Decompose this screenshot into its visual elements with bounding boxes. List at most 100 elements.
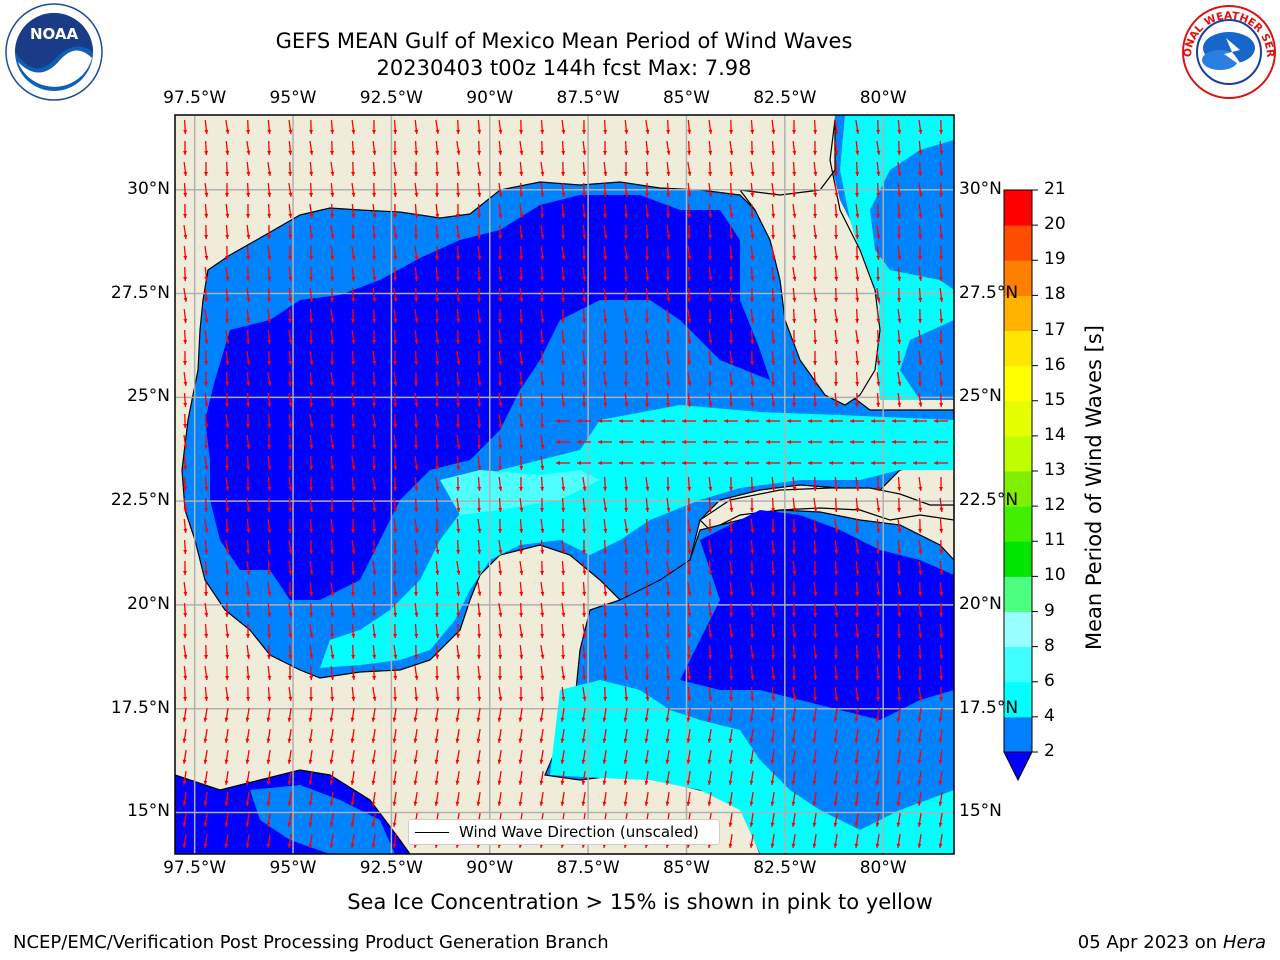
wave-direction-arrow xyxy=(666,287,671,303)
wave-direction-arrow xyxy=(267,329,272,345)
wave-direction-arrow xyxy=(938,770,943,786)
wave-direction-arrow xyxy=(182,728,187,744)
colorbar-tick-label: 15 xyxy=(1044,389,1066,410)
wave-direction-arrow xyxy=(561,203,566,219)
wave-direction-arrow xyxy=(225,203,230,219)
wave-direction-arrow xyxy=(624,140,629,156)
wave-direction-arrow xyxy=(287,728,292,744)
wave-direction-arrow xyxy=(477,224,482,240)
wave-direction-arrow xyxy=(435,581,440,597)
wave-direction-arrow xyxy=(728,791,733,807)
wave-direction-arrow xyxy=(917,728,922,744)
wave-direction-arrow xyxy=(603,224,608,240)
wave-direction-arrow xyxy=(813,644,818,660)
wave-direction-arrow xyxy=(183,539,188,555)
wave-direction-arrow xyxy=(498,308,503,324)
wave-direction-arrow xyxy=(267,350,272,366)
wave-direction-arrow xyxy=(246,182,251,198)
wave-direction-arrow xyxy=(288,476,293,492)
wave-direction-arrow xyxy=(645,245,650,261)
wave-direction-arrow xyxy=(350,728,355,744)
wave-direction-arrow xyxy=(330,560,335,576)
wave-direction-arrow xyxy=(666,119,671,135)
wave-direction-arrow xyxy=(640,419,654,423)
wave-direction-arrow xyxy=(246,539,251,555)
wave-direction-arrow xyxy=(309,602,314,618)
wave-direction-arrow xyxy=(687,623,692,639)
wave-direction-arrow xyxy=(686,749,691,765)
wave-direction-arrow xyxy=(686,791,691,807)
lon-label-bottom: 82.5°W xyxy=(753,858,817,878)
wave-direction-arrow xyxy=(224,791,229,807)
wave-direction-arrow xyxy=(834,224,839,240)
wave-direction-arrow xyxy=(287,791,292,807)
wave-direction-arrow xyxy=(560,770,565,786)
wave-direction-arrow xyxy=(183,434,188,450)
wave-direction-arrow xyxy=(288,329,293,345)
wave-direction-arrow xyxy=(183,161,188,177)
wave-direction-arrow xyxy=(897,266,902,282)
wave-direction-arrow xyxy=(414,203,419,219)
wave-direction-arrow xyxy=(834,161,839,177)
wave-direction-arrow xyxy=(371,833,376,849)
wave-direction-arrow xyxy=(875,791,880,807)
wave-direction-arrow xyxy=(603,119,608,135)
wave-direction-arrow xyxy=(876,350,881,366)
wave-direction-arrow xyxy=(497,770,502,786)
wave-direction-arrow xyxy=(435,476,440,492)
wave-direction-arrow xyxy=(645,371,650,387)
wave-direction-arrow xyxy=(246,203,251,219)
wave-direction-arrow xyxy=(540,455,545,471)
wave-direction-arrow xyxy=(183,266,188,282)
wave-direction-arrow xyxy=(939,497,944,513)
wave-direction-arrow xyxy=(561,182,566,198)
wave-direction-arrow xyxy=(372,476,377,492)
wave-direction-arrow xyxy=(540,497,545,513)
wave-direction-arrow xyxy=(267,476,272,492)
wave-direction-arrow xyxy=(645,224,650,240)
wave-direction-arrow xyxy=(518,770,523,786)
wave-direction-arrow xyxy=(791,833,796,849)
wave-direction-arrow xyxy=(414,245,419,261)
wave-direction-arrow xyxy=(792,497,797,513)
wave-direction-arrow xyxy=(813,245,818,261)
wave-direction-arrow xyxy=(771,140,776,156)
colorbar-segment xyxy=(1004,471,1032,507)
wave-direction-arrow xyxy=(393,224,398,240)
wave-direction-arrow xyxy=(288,518,293,534)
lat-label-left: 22.5°N xyxy=(110,490,170,511)
wave-direction-arrow xyxy=(770,707,775,723)
wave-direction-arrow xyxy=(829,440,843,444)
wave-direction-arrow xyxy=(666,203,671,219)
wave-direction-arrow xyxy=(603,602,608,618)
wave-direction-arrow xyxy=(371,749,376,765)
wave-direction-arrow xyxy=(540,539,545,555)
wave-direction-arrow xyxy=(876,560,881,576)
wave-direction-arrow xyxy=(750,350,755,366)
wave-direction-arrow xyxy=(330,266,335,282)
wave-direction-arrow xyxy=(288,140,293,156)
wave-direction-arrow xyxy=(834,308,839,324)
wave-direction-arrow xyxy=(834,560,839,576)
wave-direction-arrow xyxy=(435,350,440,366)
wave-direction-arrow xyxy=(834,644,839,660)
wave-direction-arrow xyxy=(329,770,334,786)
wave-direction-arrow xyxy=(434,707,439,723)
wave-direction-arrow xyxy=(477,560,482,576)
wave-direction-arrow xyxy=(582,182,587,198)
lon-label-top: 82.5°W xyxy=(753,88,817,108)
wave-direction-arrow xyxy=(287,770,292,786)
wave-direction-arrow xyxy=(939,287,944,303)
wave-direction-arrow xyxy=(939,476,944,492)
colorbar-segment xyxy=(1004,681,1032,718)
wave-direction-arrow xyxy=(728,707,733,723)
wave-direction-arrow xyxy=(225,602,230,618)
wave-direction-arrow xyxy=(371,812,376,828)
wave-direction-arrow xyxy=(435,392,440,408)
wave-direction-arrow xyxy=(791,707,796,723)
wave-direction-arrow xyxy=(750,371,755,387)
wave-direction-arrow xyxy=(855,161,860,177)
lon-label-top: 95°W xyxy=(269,88,317,108)
wave-direction-arrow xyxy=(414,329,419,345)
wave-direction-arrow xyxy=(624,371,629,387)
